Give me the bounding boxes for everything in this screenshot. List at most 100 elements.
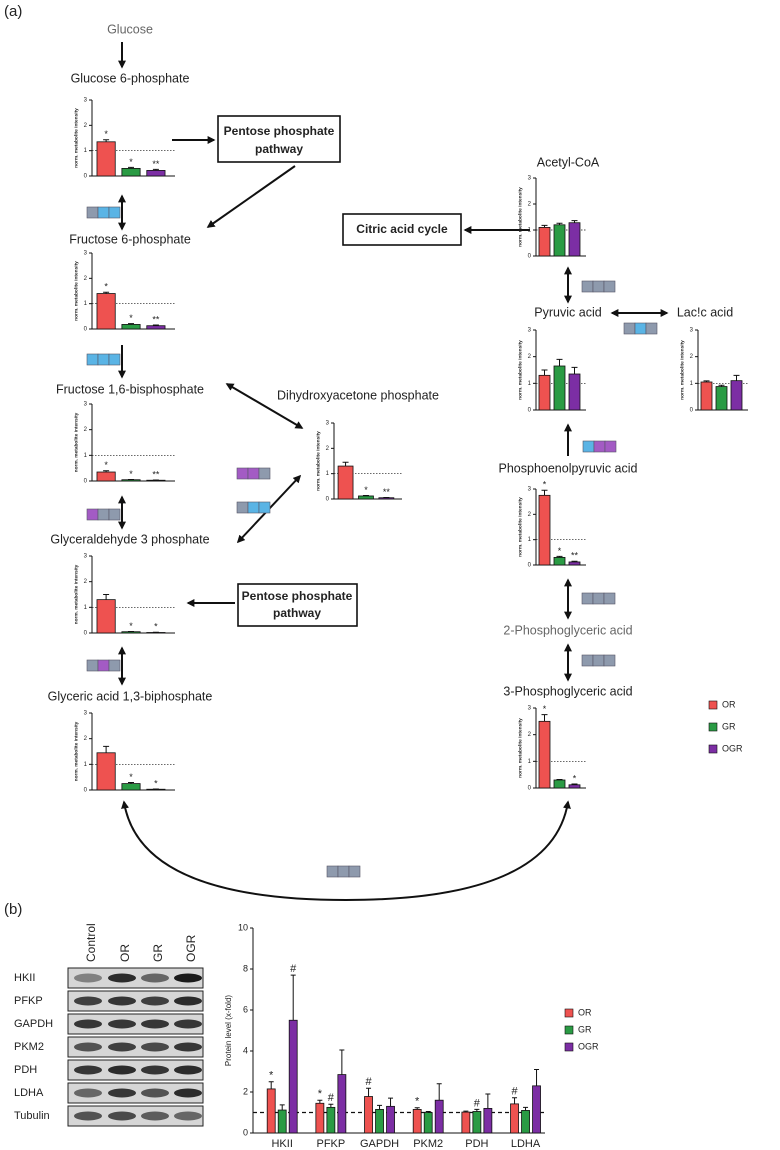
bar (461, 1111, 471, 1134)
error-bar (571, 560, 578, 562)
enzyme-icon (86, 206, 99, 219)
enzyme-icon (86, 659, 99, 672)
bar (434, 1099, 444, 1134)
blot-band (174, 1065, 202, 1075)
error-bar (128, 323, 135, 325)
y-tick-label: 2 (84, 427, 88, 433)
bar (568, 784, 581, 789)
chart-title: Lac!c acid (677, 305, 733, 319)
enzyme-icon (108, 206, 121, 219)
y-tick-label: 8 (243, 963, 248, 973)
blot-band (141, 996, 169, 1006)
y-tick-label: 4 (243, 1045, 248, 1055)
error-bar (152, 168, 159, 171)
enzyme-icon (86, 353, 99, 366)
annotation: * (573, 773, 577, 783)
blot-band (74, 1088, 102, 1098)
blot-band (108, 1042, 136, 1052)
enzyme-icon (97, 206, 110, 219)
bar (521, 1110, 530, 1134)
enzyme-icon (581, 654, 594, 667)
y-tick-label: 3 (84, 251, 88, 257)
annotation: * (129, 772, 133, 782)
error-bar (571, 366, 578, 374)
blot-column-label: OR (118, 944, 132, 962)
blot-band (141, 1065, 169, 1075)
annotation: # (328, 1092, 335, 1104)
box-label: pathway (255, 142, 303, 156)
y-axis-label: norm. metabolite intensity (73, 108, 79, 168)
enzyme-icon (247, 501, 260, 514)
chart-title: Acetyl-CoA (537, 155, 600, 169)
pathway-box: Pentose phosphate pathway (217, 115, 341, 163)
arrow (206, 165, 296, 228)
chart-title: Pyruvic acid (534, 305, 601, 319)
enzyme-icon (592, 592, 605, 605)
arrow (121, 800, 571, 902)
bar (553, 224, 566, 257)
bar (364, 1096, 373, 1134)
y-tick-label: 1 (690, 381, 694, 387)
chart-title: Glyceric acid 1,3-biphosphate (48, 689, 213, 703)
error-bar (541, 369, 548, 376)
y-tick-label: 2 (528, 354, 532, 360)
y-axis-label: norm. metabolite intensity (517, 340, 523, 400)
enzyme-icon (592, 654, 605, 667)
y-axis-label: Protein level (x-fold) (224, 995, 233, 1066)
annotation: ** (152, 159, 160, 169)
blot-band (108, 1065, 136, 1075)
arrow (225, 383, 304, 429)
y-tick-label: 0 (528, 786, 532, 792)
y-tick-label: 2 (84, 123, 88, 129)
y-tick-label: 2 (528, 512, 532, 518)
x-tick-label: GAPDH (360, 1138, 399, 1150)
annotation: # (474, 1097, 481, 1109)
y-axis-label: norm. metabolite intensity (679, 340, 685, 400)
error-bar (268, 1081, 274, 1089)
annotation: ** (383, 487, 391, 497)
error-bar (571, 783, 578, 785)
y-tick-label: 1 (84, 762, 88, 768)
chart-title: Fructose 1,6-bisphosphate (56, 382, 204, 396)
error-bar (342, 461, 349, 467)
enzyme-icon (108, 353, 121, 366)
error-bar (485, 1093, 491, 1109)
box-label: pathway (273, 606, 321, 620)
bar (423, 1112, 433, 1134)
error-bar (463, 1110, 469, 1113)
annotation: # (511, 1086, 518, 1098)
annotation: * (104, 460, 108, 470)
bar (96, 293, 116, 330)
y-tick-label: 2 (528, 732, 532, 738)
annotation: * (129, 469, 133, 479)
enzyme-icon (348, 865, 361, 878)
legend-swatch (708, 744, 718, 754)
annotation: * (154, 778, 158, 788)
y-axis-label: norm. metabolite intensity (73, 261, 79, 321)
y-tick-label: 2 (84, 579, 88, 585)
enzyme-icon (634, 322, 647, 335)
blot-band (141, 1019, 169, 1029)
error-bar (474, 1108, 480, 1112)
legend-swatch (564, 1025, 574, 1035)
annotation: ** (571, 551, 579, 561)
annotation: * (129, 621, 133, 631)
annotation: * (129, 313, 133, 323)
blot-band (174, 1111, 202, 1121)
bar (96, 471, 116, 482)
enzyme-icon (581, 592, 594, 605)
enzyme-icon (592, 280, 605, 293)
bar (532, 1085, 541, 1134)
error-bar (541, 489, 548, 496)
error-bar (128, 782, 135, 784)
y-tick-label: 1 (326, 471, 330, 477)
chart-title: Glyceraldehyde 3 phosphate (50, 532, 209, 546)
error-bar (103, 745, 110, 753)
annotation: * (558, 546, 562, 556)
annotation: * (154, 622, 158, 632)
enzyme-icon (108, 659, 121, 672)
annotation: ** (152, 314, 160, 324)
annotation: * (269, 1070, 274, 1082)
bar (315, 1102, 325, 1134)
